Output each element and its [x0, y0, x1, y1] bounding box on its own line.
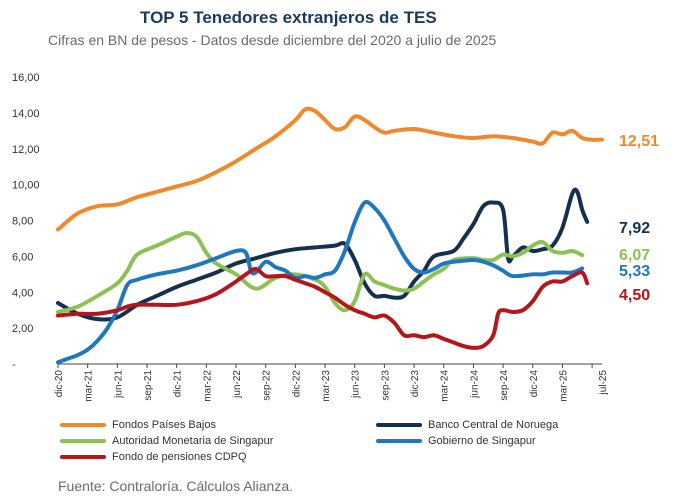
- end-value-label: 4,50: [619, 287, 650, 304]
- series-line-fondo-de-pensiones-cdpq: [56, 266, 590, 350]
- legend-item-fondo-pensiones-cdpq: Fondo de pensiones CDPQ: [60, 451, 247, 463]
- legend-swatch: [60, 455, 106, 459]
- legend-label: Fondo de pensiones CDPQ: [112, 451, 247, 463]
- x-tick-label: dic-23: [410, 370, 421, 398]
- x-tick-label: sep-23: [380, 370, 391, 401]
- x-tick-label: dic-21: [173, 370, 184, 398]
- end-value-label: 5,33: [619, 263, 650, 280]
- x-tick-label: jun-21: [113, 370, 124, 399]
- y-tick-label: 10,00: [12, 180, 40, 192]
- x-tick-label: mar-24: [440, 370, 451, 402]
- series-line-gobierno-de-singapur: [56, 199, 585, 365]
- y-tick-label: 12,00: [12, 144, 40, 156]
- legend-label: Autoridad Monetaria de Singapur: [112, 435, 274, 447]
- chart-subtitle: Cifras en BN de pesos - Datos desde dici…: [48, 32, 497, 48]
- legend-swatch: [60, 439, 106, 443]
- x-tick-label: mar-25: [558, 370, 569, 402]
- legend-swatch: [376, 439, 422, 443]
- chart-source: Fuente: Contraloría. Cálculos Alianza.: [58, 478, 294, 494]
- end-value-label: 6,07: [619, 247, 650, 264]
- y-tick-label: 4,00: [12, 287, 33, 299]
- y-tick-label: 6,00: [12, 251, 33, 263]
- x-tick-label: sep-24: [499, 370, 510, 401]
- x-tick-label: jun-22: [232, 370, 243, 399]
- y-tick-label: 16,00: [12, 72, 40, 84]
- legend-swatch: [60, 423, 106, 427]
- y-tick-label: 8,00: [12, 216, 33, 228]
- x-tick-label: mar-23: [321, 370, 332, 402]
- legend-label: Banco Central de Noruega: [428, 419, 559, 431]
- legend-swatch: [376, 423, 422, 427]
- y-tick-label: 14,00: [12, 108, 40, 120]
- legend-item-banco-central-noruega: Banco Central de Noruega: [376, 419, 558, 431]
- legend-item-fondos-paises-bajos: Fondos Países Bajos: [60, 419, 216, 431]
- x-tick-label: mar-22: [202, 370, 213, 402]
- end-value-label: 7,92: [619, 220, 650, 237]
- end-value-label: 12,51: [619, 133, 659, 150]
- x-tick-label: dic-22: [291, 370, 302, 398]
- series-line-banco-central-de-noruega: [56, 187, 590, 322]
- legend-item-gobierno-singapur: Gobierno de Singapur: [376, 435, 536, 447]
- y-tick-label: -: [12, 359, 16, 371]
- x-tick-label: sep-22: [262, 370, 273, 401]
- x-tick-label: mar-21: [84, 370, 95, 402]
- x-tick-label: jun-24: [469, 370, 480, 399]
- chart-title: TOP 5 Tenedores extranjeros de TES: [140, 8, 437, 27]
- legend-label: Fondos Países Bajos: [112, 419, 216, 431]
- x-tick-label: jul-25: [598, 370, 609, 396]
- y-tick-label: 2,00: [12, 323, 33, 335]
- x-tick-label: jun-23: [351, 370, 362, 399]
- line-chart: - 2,00 4,00 6,00 8,00 10,00 12,00 14,00 16,00 dic…: [12, 72, 659, 402]
- x-tick-label: sep-21: [143, 370, 154, 401]
- x-tick-label: dic-24: [529, 370, 540, 398]
- legend-label: Gobierno de Singapur: [428, 435, 536, 447]
- x-tick-label: dic-20: [54, 370, 65, 398]
- legend-item-autoridad-monetaria-singapur: Autoridad Monetaria de Singapur: [60, 435, 273, 447]
- series-line-autoridad-monetaria-de-singapur: [56, 231, 585, 314]
- series-line-fondos-paises-bajos: [56, 106, 604, 232]
